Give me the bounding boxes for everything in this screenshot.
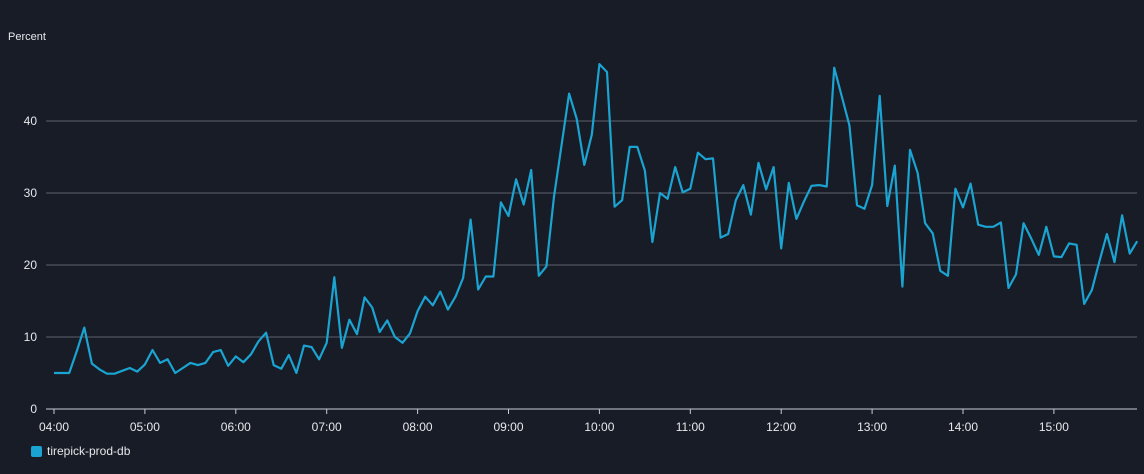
x-tick-label: 13:00 <box>857 420 887 434</box>
y-tick-label: 0 <box>30 402 37 416</box>
x-tick-label: 14:00 <box>948 420 978 434</box>
tick-labels: 0 10 20 30 40 04:00 05:00 06:00 07:00 08:00 09:00 1… <box>24 114 1070 434</box>
x-tick-label: 07:00 <box>312 420 342 434</box>
x-tick-label: 04:00 <box>39 420 69 434</box>
x-tick-label: 15:00 <box>1039 420 1069 434</box>
legend-swatch <box>31 445 42 457</box>
y-axis-unit-label: Percent <box>8 31 46 43</box>
y-tick-label: 30 <box>24 186 38 200</box>
y-tick-label: 20 <box>24 258 38 272</box>
y-tick-label: 10 <box>24 330 38 344</box>
x-tick-label: 08:00 <box>403 420 433 434</box>
y-tick-label: 40 <box>24 114 38 128</box>
series-lines[interactable] <box>54 62 1139 375</box>
legend-item[interactable]: tirepick-prod-db <box>31 444 130 458</box>
x-tick-label: 09:00 <box>493 420 523 434</box>
grid-lines <box>46 120 1137 338</box>
x-tick-label: 05:00 <box>130 420 160 434</box>
x-tick-label: 11:00 <box>676 420 705 434</box>
axes <box>46 408 1137 414</box>
x-tick-label: 06:00 <box>221 420 251 434</box>
legend-label: tirepick-prod-db <box>47 444 131 458</box>
x-tick-label: 10:00 <box>584 420 614 434</box>
x-tick-label: 12:00 <box>766 420 796 434</box>
series-line-tirepick-prod-db[interactable] <box>54 62 1139 375</box>
